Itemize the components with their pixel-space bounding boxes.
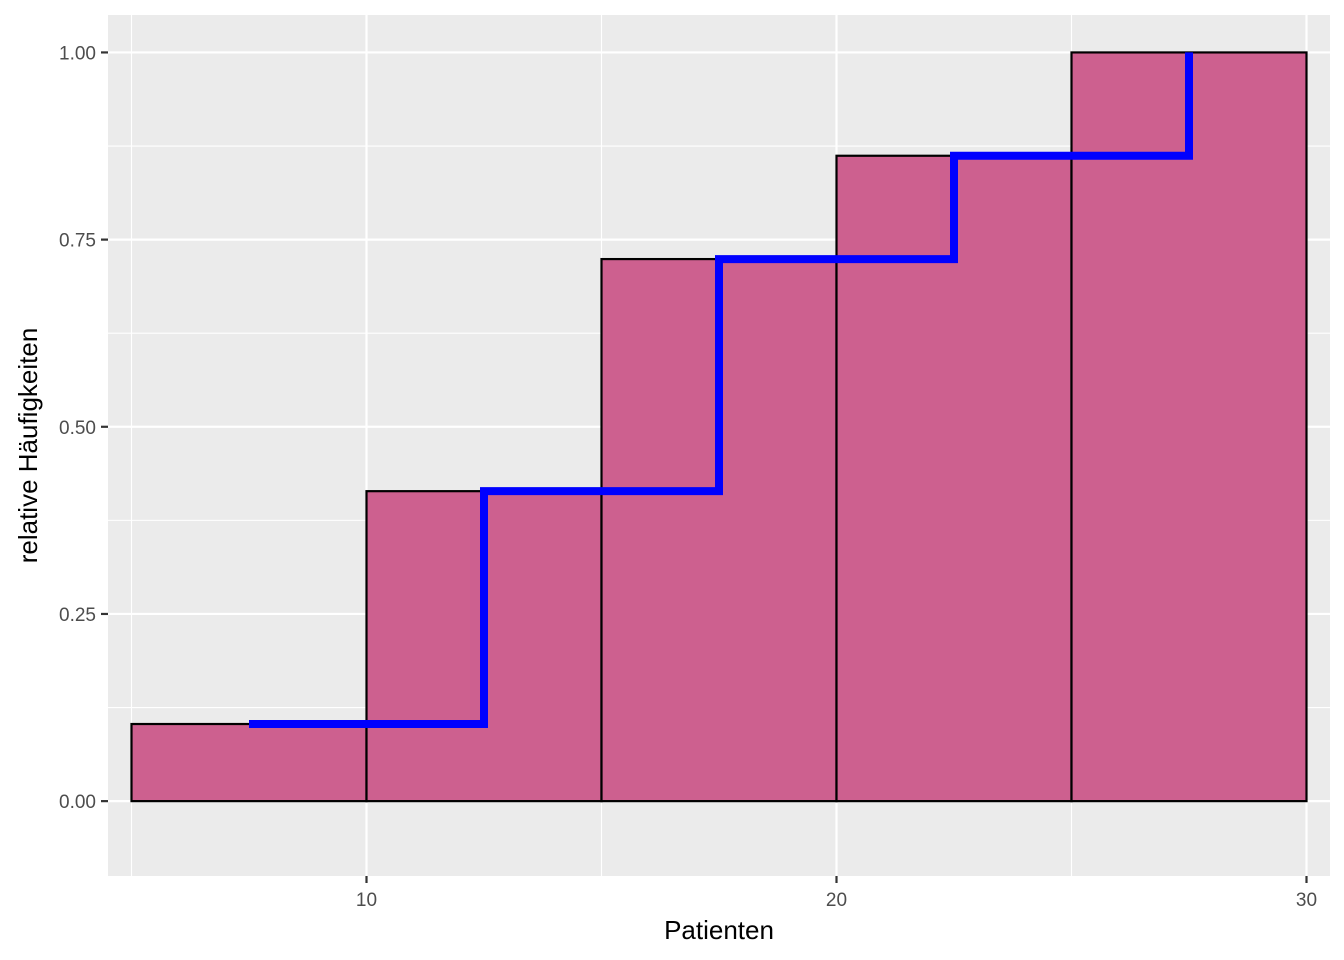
histogram-bar-5 [1070,51,1308,803]
histogram-bar-1 [130,722,368,803]
y-tick-label: 1.00 [59,43,96,64]
y-axis: 0.00 0.25 0.50 0.75 1.00 [59,43,108,813]
y-axis-title: relative Häufigkeiten [13,328,43,564]
x-axis: 10 20 30 [356,876,1317,911]
y-tick-label: 0.25 [59,605,96,626]
histogram-bar-4 [835,154,1073,803]
cumulative-step-line [249,52,1193,729]
y-tick-label: 0.50 [59,418,96,439]
x-tick-label: 10 [356,890,377,911]
x-tick-label: 30 [1296,890,1317,911]
bars [130,51,1308,803]
y-tick-label: 0.00 [59,792,96,813]
x-tick-label: 20 [826,890,847,911]
x-axis-title: Patienten [664,915,774,945]
y-tick-label: 0.75 [59,231,96,252]
